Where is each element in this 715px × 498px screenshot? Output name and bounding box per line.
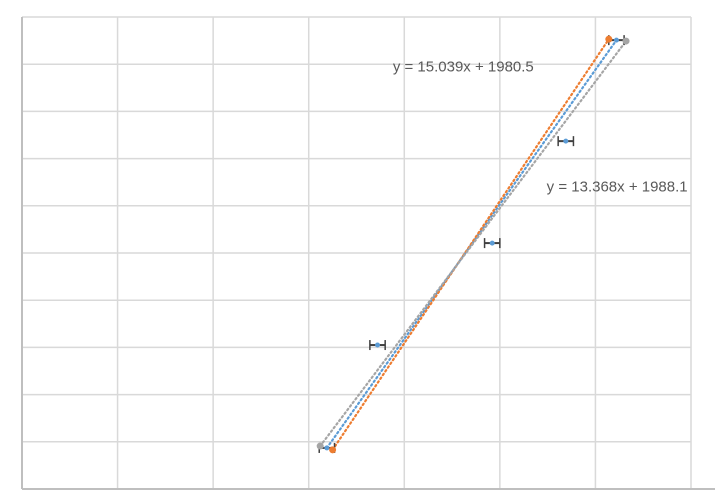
data-point-series-1 bbox=[563, 138, 569, 144]
trendline-series-2 bbox=[331, 38, 610, 451]
data-point-series-1 bbox=[324, 445, 330, 451]
trendline-equation-2: y = 13.368x + 1988.1 bbox=[547, 179, 688, 196]
data-point-series-1 bbox=[489, 240, 495, 246]
data-point-series-2 bbox=[329, 446, 337, 454]
data-point-series-1 bbox=[613, 37, 619, 43]
data-point-series-1 bbox=[375, 342, 381, 348]
trendline-series-3 bbox=[319, 39, 628, 448]
data-point-series-3 bbox=[622, 37, 630, 45]
gridlines bbox=[21, 16, 715, 490]
data-point-series-3 bbox=[316, 442, 324, 450]
data-point-series-2 bbox=[605, 35, 613, 43]
trendline-equation-1: y = 15.039x + 1980.5 bbox=[393, 58, 534, 75]
trendlines bbox=[319, 38, 628, 451]
data-points bbox=[316, 35, 630, 454]
